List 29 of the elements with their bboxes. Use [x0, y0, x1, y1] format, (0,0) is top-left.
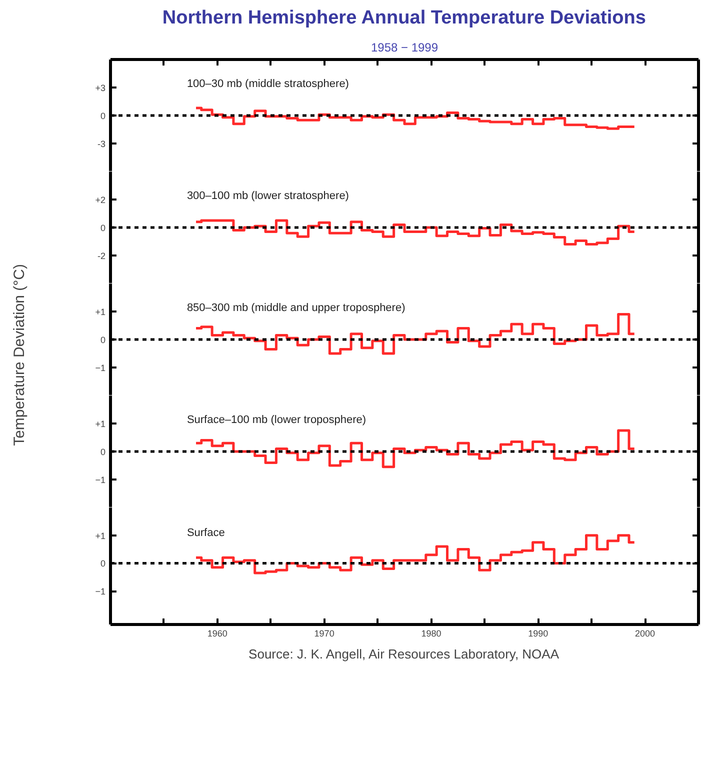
y-tick-label: −1 [95, 363, 106, 373]
y-tick-label: 0 [100, 558, 106, 569]
x-tick-label: 1990 [528, 628, 548, 638]
y-tick-label: 0 [100, 335, 106, 345]
y-tick-label: +3 [95, 83, 106, 93]
y-tick-label: 0 [100, 223, 106, 233]
y-tick-label: +1 [95, 307, 106, 317]
y-tick-label: −1 [95, 586, 106, 597]
annotation: Surface–100 mb (lower troposphere) [186, 414, 366, 426]
x-tick-label: 1970 [314, 628, 334, 638]
x-tick-label: 1960 [207, 628, 228, 638]
y-tick-label: −1 [95, 475, 106, 485]
chart-subtitle: 1958 − 1999 [370, 40, 438, 54]
x-tick-label: 2000 [635, 628, 656, 638]
y-tick-label: +1 [95, 530, 106, 541]
chart-title: Northern Hemisphere Annual Temperature Deviations [162, 8, 646, 28]
y-tick-label: +2 [95, 195, 106, 205]
annotation: 100–30 mb (middle stratosphere) [186, 78, 349, 90]
annotation: 850–300 mb (middle and upper troposphere) [186, 302, 406, 314]
annotation: 300–100 mb (lower stratosphere) [186, 190, 349, 202]
y-tick-label: 0 [100, 111, 106, 121]
y-tick-label: -2 [98, 251, 106, 261]
annotation: Surface [186, 527, 225, 540]
source-note: Source: J. K. Angell, Air Resources Laboratory, NOAA [248, 646, 560, 662]
x-tick-label: 1980 [421, 628, 442, 638]
y-axis-title: Temperature Deviation (°C) [10, 264, 30, 446]
y-tick-label: -3 [98, 139, 106, 149]
y-tick-label: +1 [95, 419, 106, 429]
y-tick-label: 0 [100, 447, 106, 457]
